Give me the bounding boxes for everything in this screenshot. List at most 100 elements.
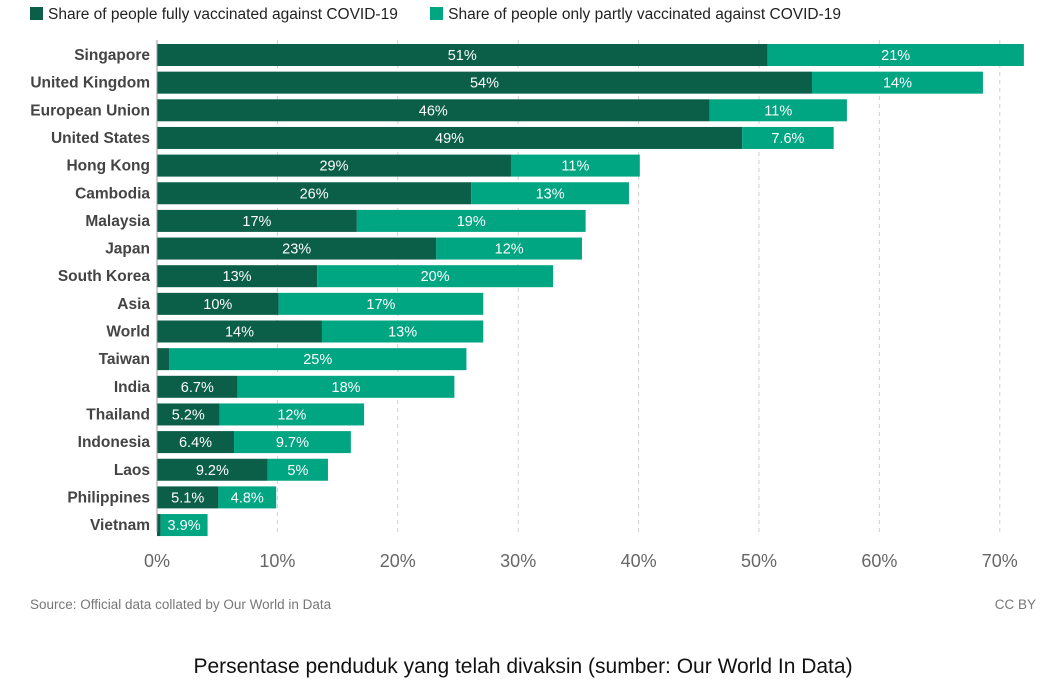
bar-partly [160, 514, 208, 537]
bar-value-label: 7.6% [771, 131, 804, 147]
bar-value-label: 5% [287, 463, 308, 479]
bar-value-label: 11% [764, 103, 792, 119]
bar-value-label: 12% [277, 407, 306, 423]
x-tick-label: 70% [982, 551, 1018, 571]
category-label: Thailand [86, 406, 150, 423]
bar-partly [321, 320, 484, 343]
bar-value-label: 17% [366, 297, 395, 313]
bar-fully [157, 514, 161, 537]
bar-value-label: 23% [282, 242, 311, 258]
legend-swatch-fully [30, 7, 43, 20]
legend: Share of people fully vaccinated against… [30, 6, 869, 24]
category-label: Laos [114, 462, 150, 479]
category-label: India [114, 379, 151, 396]
bar-value-label: 12% [495, 242, 524, 258]
category-label: United States [51, 130, 150, 147]
bar-fully [157, 486, 219, 509]
bar-value-label: 11% [561, 159, 589, 175]
bar-fully [157, 99, 710, 122]
bar-value-label: 14% [225, 325, 254, 341]
bar-partly [471, 182, 629, 205]
bar-partly [356, 209, 586, 232]
category-label: Asia [117, 296, 150, 313]
bar-value-label: 54% [470, 76, 499, 92]
category-label: Vietnam [90, 517, 150, 534]
bar-partly [234, 431, 351, 454]
category-label: European Union [30, 102, 150, 119]
bar-value-label: 13% [223, 269, 252, 285]
bar-value-label: 26% [300, 186, 329, 202]
bar-value-label: 20% [421, 269, 450, 285]
bar-value-label: 51% [448, 48, 477, 64]
category-label: Hong Kong [66, 158, 150, 175]
bar-fully [157, 209, 357, 232]
legend-label-partly: Share of people only partly vaccinated a… [448, 6, 842, 23]
bar-fully [157, 265, 318, 288]
category-label: Malaysia [85, 213, 150, 230]
bar-value-label: 6.4% [179, 435, 212, 451]
bar-partly [709, 99, 847, 122]
bar-fully [157, 375, 238, 398]
bar-value-label: 4.8% [231, 490, 264, 506]
bar-value-label: 18% [332, 380, 361, 396]
bar-partly [169, 348, 467, 371]
category-label: United Kingdom [30, 75, 150, 92]
bar-value-label: 14% [883, 76, 912, 92]
x-tick-label: 30% [500, 551, 536, 571]
bar-partly [510, 154, 640, 177]
bar-value-label: 5.1% [171, 490, 204, 506]
bar-partly [267, 458, 328, 481]
bar-value-label: 49% [435, 131, 464, 147]
bar-fully [157, 182, 472, 205]
bar-value-label: 29% [319, 159, 348, 175]
bar-fully [157, 403, 220, 426]
figure-caption: Persentase penduduk yang telah divaksin … [193, 655, 853, 678]
bar-partly [742, 126, 834, 149]
bar-fully [157, 71, 812, 94]
source-note: Source: Official data collated by Our Wo… [30, 597, 332, 612]
bar-value-label: 19% [457, 214, 486, 230]
bar-value-label: 5.2% [172, 407, 205, 423]
x-tick-label: 40% [621, 551, 657, 571]
bar-fully [157, 431, 235, 454]
bar-partly [237, 375, 455, 398]
category-label: Philippines [67, 489, 150, 506]
bar-partly [278, 292, 484, 315]
bar-fully [157, 126, 743, 149]
bar-partly [811, 71, 983, 94]
category-label: Singapore [74, 47, 150, 64]
x-tick-label: 20% [380, 551, 416, 571]
bar-value-label: 9.7% [276, 435, 309, 451]
bar-partly [218, 486, 277, 509]
bar-fully [157, 348, 170, 371]
bar-fully [157, 237, 437, 260]
bar-value-label: 21% [881, 48, 910, 64]
bar-value-label: 17% [242, 214, 271, 230]
bar-fully [157, 320, 322, 343]
bar-fully [157, 292, 279, 315]
x-tick-label: 50% [741, 551, 777, 571]
category-label: World [106, 324, 150, 341]
legend-item-fully: Share of people fully vaccinated against… [30, 6, 398, 24]
x-tick-label: 10% [259, 551, 295, 571]
bar-value-label: 6.7% [181, 380, 214, 396]
bar-value-label: 46% [419, 103, 448, 119]
bar-value-label: 9.2% [196, 463, 229, 479]
legend-item-partly: Share of people only partly vaccinated a… [430, 6, 841, 24]
bar-value-label: 13% [536, 186, 565, 202]
bar-partly [767, 44, 1024, 66]
bar-value-label: 13% [388, 325, 417, 341]
legend-label-fully: Share of people fully vaccinated against… [48, 6, 398, 23]
category-label: Indonesia [78, 434, 151, 451]
category-label: South Korea [58, 268, 151, 285]
bar-value-label: 10% [203, 297, 232, 313]
bar-partly [317, 265, 554, 288]
bar-fully [157, 154, 511, 177]
license-note: CC BY [994, 597, 1036, 612]
bar-fully [157, 458, 268, 481]
bar-partly [436, 237, 583, 260]
stacked-bar-chart: 51% 21% Singapore 54% 14% United Kingdom 46% 11… [30, 40, 1024, 571]
bar-value-label: 25% [303, 352, 332, 368]
category-label: Japan [105, 241, 150, 258]
category-label: Taiwan [99, 351, 150, 368]
